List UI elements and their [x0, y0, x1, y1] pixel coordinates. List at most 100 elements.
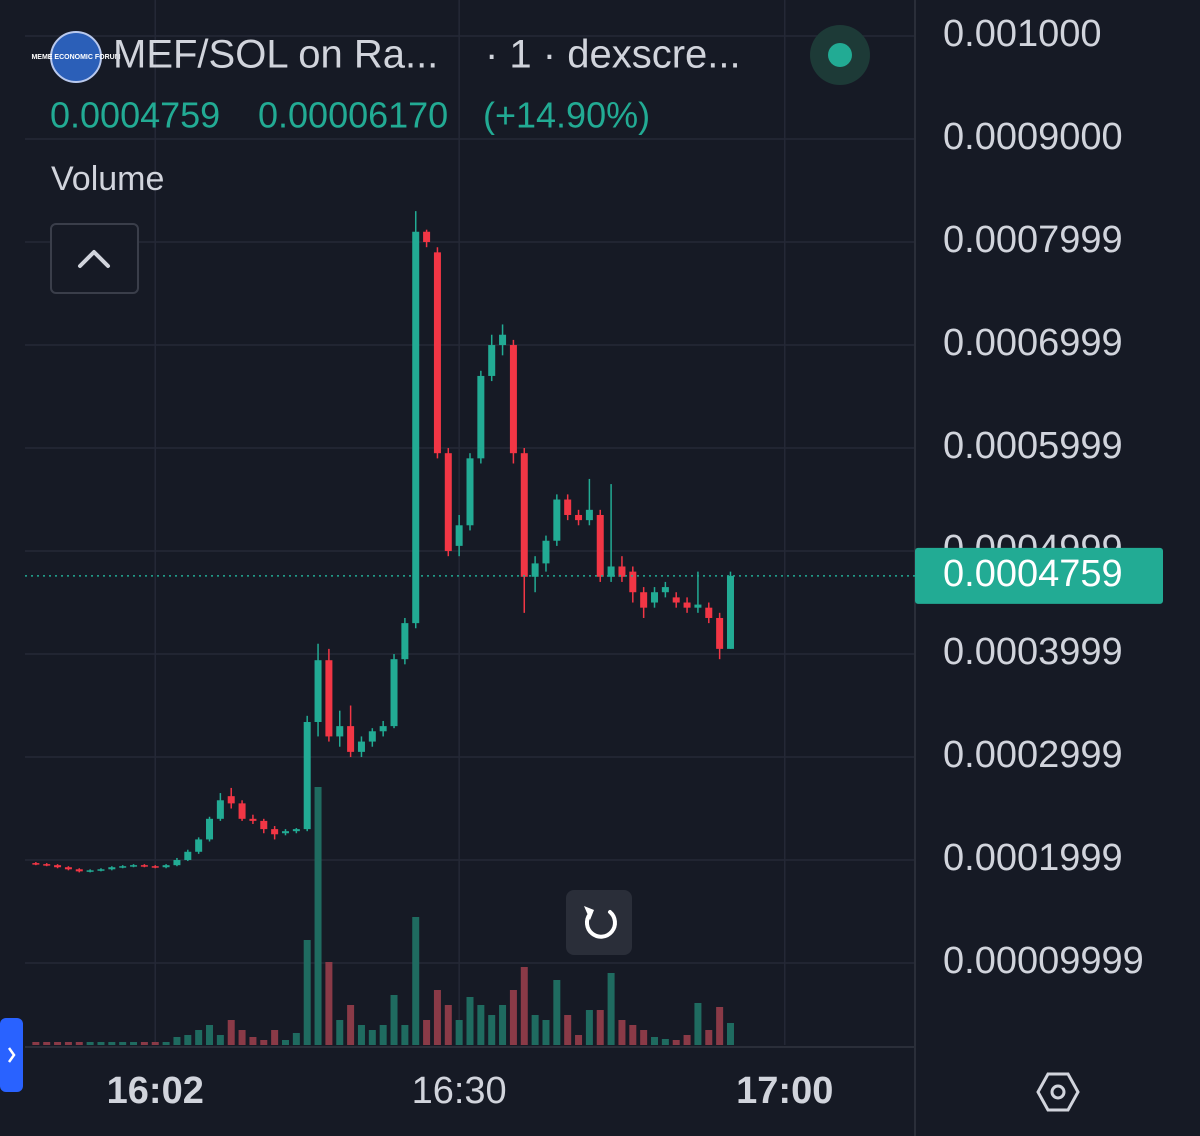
volume-pane: [32, 787, 734, 1045]
volume-bar: [585, 1010, 593, 1045]
candle-body: [575, 514, 583, 521]
last-price: 0.0004759: [50, 95, 220, 136]
candle-body: [661, 587, 669, 593]
volume-bar: [325, 962, 333, 1045]
candle-body: [531, 563, 539, 577]
y-tick-label: 0.0002999: [943, 734, 1123, 776]
volume-bar: [43, 1042, 51, 1045]
candle-body: [499, 334, 507, 346]
volume-bar: [162, 1042, 170, 1045]
volume-bar: [54, 1042, 62, 1045]
candle-body: [683, 602, 691, 608]
candle-body: [86, 870, 94, 872]
volume-bar: [379, 1025, 387, 1045]
candle-body: [151, 866, 159, 868]
y-tick-label: 0.0009000: [943, 116, 1123, 158]
y-tick-label: 0.0006999: [943, 322, 1123, 364]
volume-bar: [433, 990, 441, 1045]
last-price-badge: [915, 547, 1163, 604]
header: MEME ECONOMIC FORUM MEF/SOL on Ra... · 1…: [31, 25, 870, 294]
candle-body: [336, 726, 344, 737]
volume-bar: [292, 1033, 300, 1045]
candle-body: [119, 866, 127, 868]
volume-bar: [651, 1037, 659, 1045]
candle-body: [314, 660, 322, 723]
candle-body: [54, 865, 62, 868]
title: MEF/SOL on Ra...: [113, 33, 438, 77]
candle-body: [303, 722, 311, 830]
candle-body: [629, 571, 637, 593]
candle-body: [672, 597, 680, 603]
volume-bar: [173, 1037, 181, 1045]
candle-body: [227, 796, 235, 804]
sidebar-toggle[interactable]: [0, 1018, 23, 1092]
candle-body: [651, 592, 659, 603]
y-tick-label: 0.001000: [943, 13, 1102, 55]
volume-bar: [672, 1040, 680, 1045]
candle-body: [520, 453, 528, 577]
volume-bar: [347, 1005, 355, 1045]
last-price-label: 0.0004759: [943, 553, 1123, 595]
candle-body: [618, 566, 626, 577]
overlay: 0.0004759: [25, 547, 1163, 604]
volume-bar: [531, 1015, 539, 1045]
candle-body: [281, 831, 289, 834]
reset-arrow: [584, 906, 594, 920]
volume-bar: [357, 1025, 365, 1045]
volume-bar: [314, 787, 322, 1045]
volume-bar: [86, 1042, 94, 1045]
logo: [50, 31, 102, 83]
volume-bar: [423, 1020, 431, 1045]
reset-button[interactable]: [566, 890, 632, 955]
candle-body: [249, 818, 257, 821]
volume-bar: [260, 1040, 268, 1045]
grid: [25, 0, 915, 1045]
y-tick-label: 0.00009999: [943, 940, 1144, 982]
volume-bar: [553, 980, 561, 1045]
candle-body: [455, 525, 463, 546]
settings-button[interactable]: [1036, 1072, 1080, 1112]
candle-body: [607, 566, 615, 577]
x-tick-label: 16:30: [412, 1070, 507, 1112]
volume-bar: [716, 1007, 724, 1045]
candle-body: [260, 820, 268, 830]
volume-bar: [607, 973, 615, 1045]
candle-body: [726, 575, 734, 649]
candle-body: [488, 345, 496, 376]
candle-body: [368, 731, 376, 742]
volume-bar: [390, 995, 398, 1045]
y-tick-label: 0.0005999: [943, 425, 1123, 467]
change: 0.00006170: [258, 95, 448, 136]
volume-bar: [97, 1042, 105, 1045]
candle-body: [444, 453, 452, 552]
volume-bar: [195, 1030, 203, 1045]
volume-bar: [509, 990, 517, 1045]
volume-bar: [596, 1010, 604, 1045]
x-tick-label: 17:00: [736, 1070, 833, 1112]
collapse-button[interactable]: [50, 223, 139, 294]
candle-body: [140, 865, 148, 867]
candle-body: [585, 509, 593, 521]
candle-body: [553, 499, 561, 541]
sidebar-chevron: [7, 1047, 16, 1063]
volume-bar: [271, 1030, 279, 1045]
candle-body: [292, 829, 300, 832]
candle-body: [542, 540, 550, 564]
y-tick-label: 0.0003999: [943, 631, 1123, 673]
candle-body: [216, 800, 224, 819]
logo-text: MEME ECONOMIC FORUM: [31, 54, 120, 61]
status-dot[interactable]: [828, 43, 852, 67]
candle-body: [97, 869, 105, 871]
y-tick-label: 0.0001999: [943, 837, 1123, 879]
volume-bar: [108, 1042, 116, 1045]
volume-bar: [455, 1020, 463, 1045]
candles: [32, 211, 734, 873]
candle-body: [130, 865, 138, 867]
volume-bar: [542, 1020, 550, 1045]
volume-bar: [130, 1042, 138, 1045]
candle-body: [325, 660, 333, 737]
candle-body: [716, 617, 724, 649]
candle-body: [390, 659, 398, 727]
candle-body: [173, 860, 181, 866]
volume-bar: [520, 967, 528, 1045]
